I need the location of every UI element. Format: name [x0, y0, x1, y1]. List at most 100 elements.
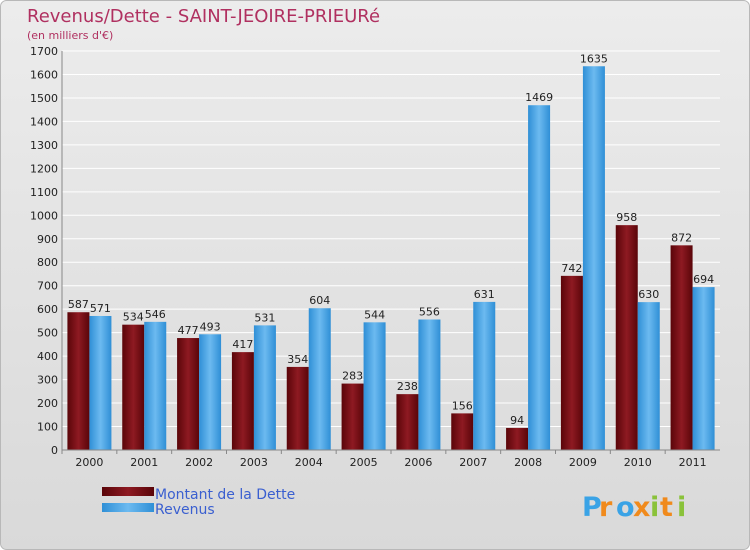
- y-tick-label: 1500: [30, 92, 58, 105]
- x-tick-label: 2008: [514, 456, 542, 469]
- value-label-revenue: 630: [638, 288, 659, 301]
- y-tick-label: 1600: [30, 68, 58, 81]
- bar-debt: [286, 366, 309, 450]
- bar-revenue: [144, 321, 167, 450]
- y-tick-label: 600: [37, 303, 58, 316]
- legend-item-debt: Montant de la Dette: [102, 487, 295, 503]
- y-tick-label: 100: [37, 421, 58, 434]
- value-label-revenue: 556: [419, 306, 440, 319]
- bar-revenue: [692, 287, 715, 450]
- y-tick-label: 1100: [30, 186, 58, 199]
- value-label-debt: 283: [342, 370, 363, 383]
- value-label-revenue: 493: [200, 320, 221, 333]
- x-tick-label: 2004: [295, 456, 323, 469]
- value-label-revenue: 1469: [525, 91, 553, 104]
- y-tick-label: 200: [37, 397, 58, 410]
- value-label-revenue: 571: [90, 302, 111, 315]
- x-tick-label: 2007: [459, 456, 487, 469]
- value-label-debt: 872: [671, 231, 692, 244]
- y-tick-label: 1200: [30, 162, 58, 175]
- x-tick-label: 2011: [679, 456, 707, 469]
- y-tick-label: 400: [37, 350, 58, 363]
- y-tick-label: 800: [37, 256, 58, 269]
- y-tick-label: 500: [37, 327, 58, 340]
- value-label-debt: 587: [68, 298, 89, 311]
- bar-debt: [396, 394, 419, 450]
- logo-letter: t: [660, 492, 673, 523]
- y-tick-label: 0: [51, 444, 58, 457]
- legend-label-debt: Montant de la Dette: [155, 487, 295, 503]
- value-label-debt: 238: [397, 380, 418, 393]
- x-tick-label: 2010: [624, 456, 652, 469]
- y-tick-label: 1300: [30, 139, 58, 152]
- bar-revenue: [363, 322, 386, 450]
- value-labels: 587 571 534 546 477 493 417 531 354 604 283 544 238 5…: [68, 52, 714, 427]
- y-tick-label: 1400: [30, 115, 58, 128]
- bar-debt: [670, 245, 693, 450]
- y-axis-ticks: 0 100 200 300 400 500 600 700 800 900 1000 1100 1200…: [30, 45, 58, 457]
- value-label-debt: 156: [452, 399, 473, 412]
- bar-revenue: [473, 301, 496, 450]
- value-label-revenue: 604: [309, 294, 330, 307]
- value-label-debt: 94: [510, 414, 524, 427]
- proxiti-logo: Pr ox i t i: [582, 492, 686, 523]
- value-label-debt: 534: [123, 311, 144, 324]
- logo-letter: i: [677, 492, 686, 523]
- y-tick-label: 1000: [30, 209, 58, 222]
- bar-debt: [177, 338, 200, 450]
- x-tick-label: 2006: [404, 456, 432, 469]
- value-label-debt: 417: [232, 338, 253, 351]
- bar-debt: [341, 383, 364, 450]
- x-tick-label: 2005: [350, 456, 378, 469]
- value-label-revenue: 546: [145, 308, 166, 321]
- value-label-revenue: 631: [474, 288, 495, 301]
- y-tick-label: 300: [37, 374, 58, 387]
- bar-revenue: [199, 334, 222, 450]
- bar-debt: [67, 312, 90, 450]
- bar-revenue: [528, 105, 551, 451]
- bar-revenue: [308, 308, 331, 450]
- logo-letter: P: [582, 492, 602, 523]
- y-tick-label: 900: [37, 233, 58, 246]
- x-tick-label: 2001: [130, 456, 158, 469]
- bar-revenue: [582, 66, 605, 450]
- value-label-debt: 477: [178, 324, 199, 337]
- value-label-revenue: 544: [364, 308, 385, 321]
- value-label-debt: 742: [561, 262, 582, 275]
- value-label-debt: 354: [287, 353, 308, 366]
- logo-letter: i: [650, 492, 659, 523]
- chart-subtitle: (en milliers d'€): [27, 29, 113, 42]
- legend-item-revenue: Revenus: [102, 502, 215, 518]
- x-tick-label: 2009: [569, 456, 597, 469]
- bar-debt: [560, 275, 583, 450]
- value-label-revenue: 1635: [580, 52, 608, 65]
- logo-letter: r: [599, 492, 613, 523]
- bar-revenue: [637, 302, 660, 450]
- legend-swatch-debt: [102, 487, 154, 496]
- x-axis-ticks: 2000 2001 2002 2003 2004 2005 2006 2007 2008 2009…: [61, 450, 707, 469]
- x-tick-label: 2003: [240, 456, 268, 469]
- x-tick-label: 2000: [75, 456, 103, 469]
- value-label-revenue: 531: [254, 311, 275, 324]
- bars: [67, 66, 715, 451]
- y-tick-label: 1700: [30, 45, 58, 58]
- bar-revenue: [89, 315, 112, 450]
- bar-debt: [506, 427, 529, 450]
- bar-revenue: [253, 325, 276, 450]
- y-tick-label: 700: [37, 280, 58, 293]
- value-label-revenue: 694: [693, 273, 714, 286]
- legend-swatch-revenue: [102, 503, 154, 512]
- chart-title: Revenus/Dette - SAINT-JEOIRE-PRIEURé: [27, 6, 380, 27]
- bar-revenue: [418, 319, 441, 450]
- grid-lines: [62, 50, 720, 428]
- bar-debt: [451, 413, 474, 450]
- legend-label-revenue: Revenus: [155, 502, 215, 518]
- legend: Montant de la Dette Revenus: [102, 487, 295, 518]
- logo-letter: x: [633, 492, 650, 523]
- bar-debt: [615, 225, 638, 450]
- value-label-debt: 958: [616, 211, 637, 224]
- x-tick-label: 2002: [185, 456, 213, 469]
- logo-letter: o: [616, 492, 635, 523]
